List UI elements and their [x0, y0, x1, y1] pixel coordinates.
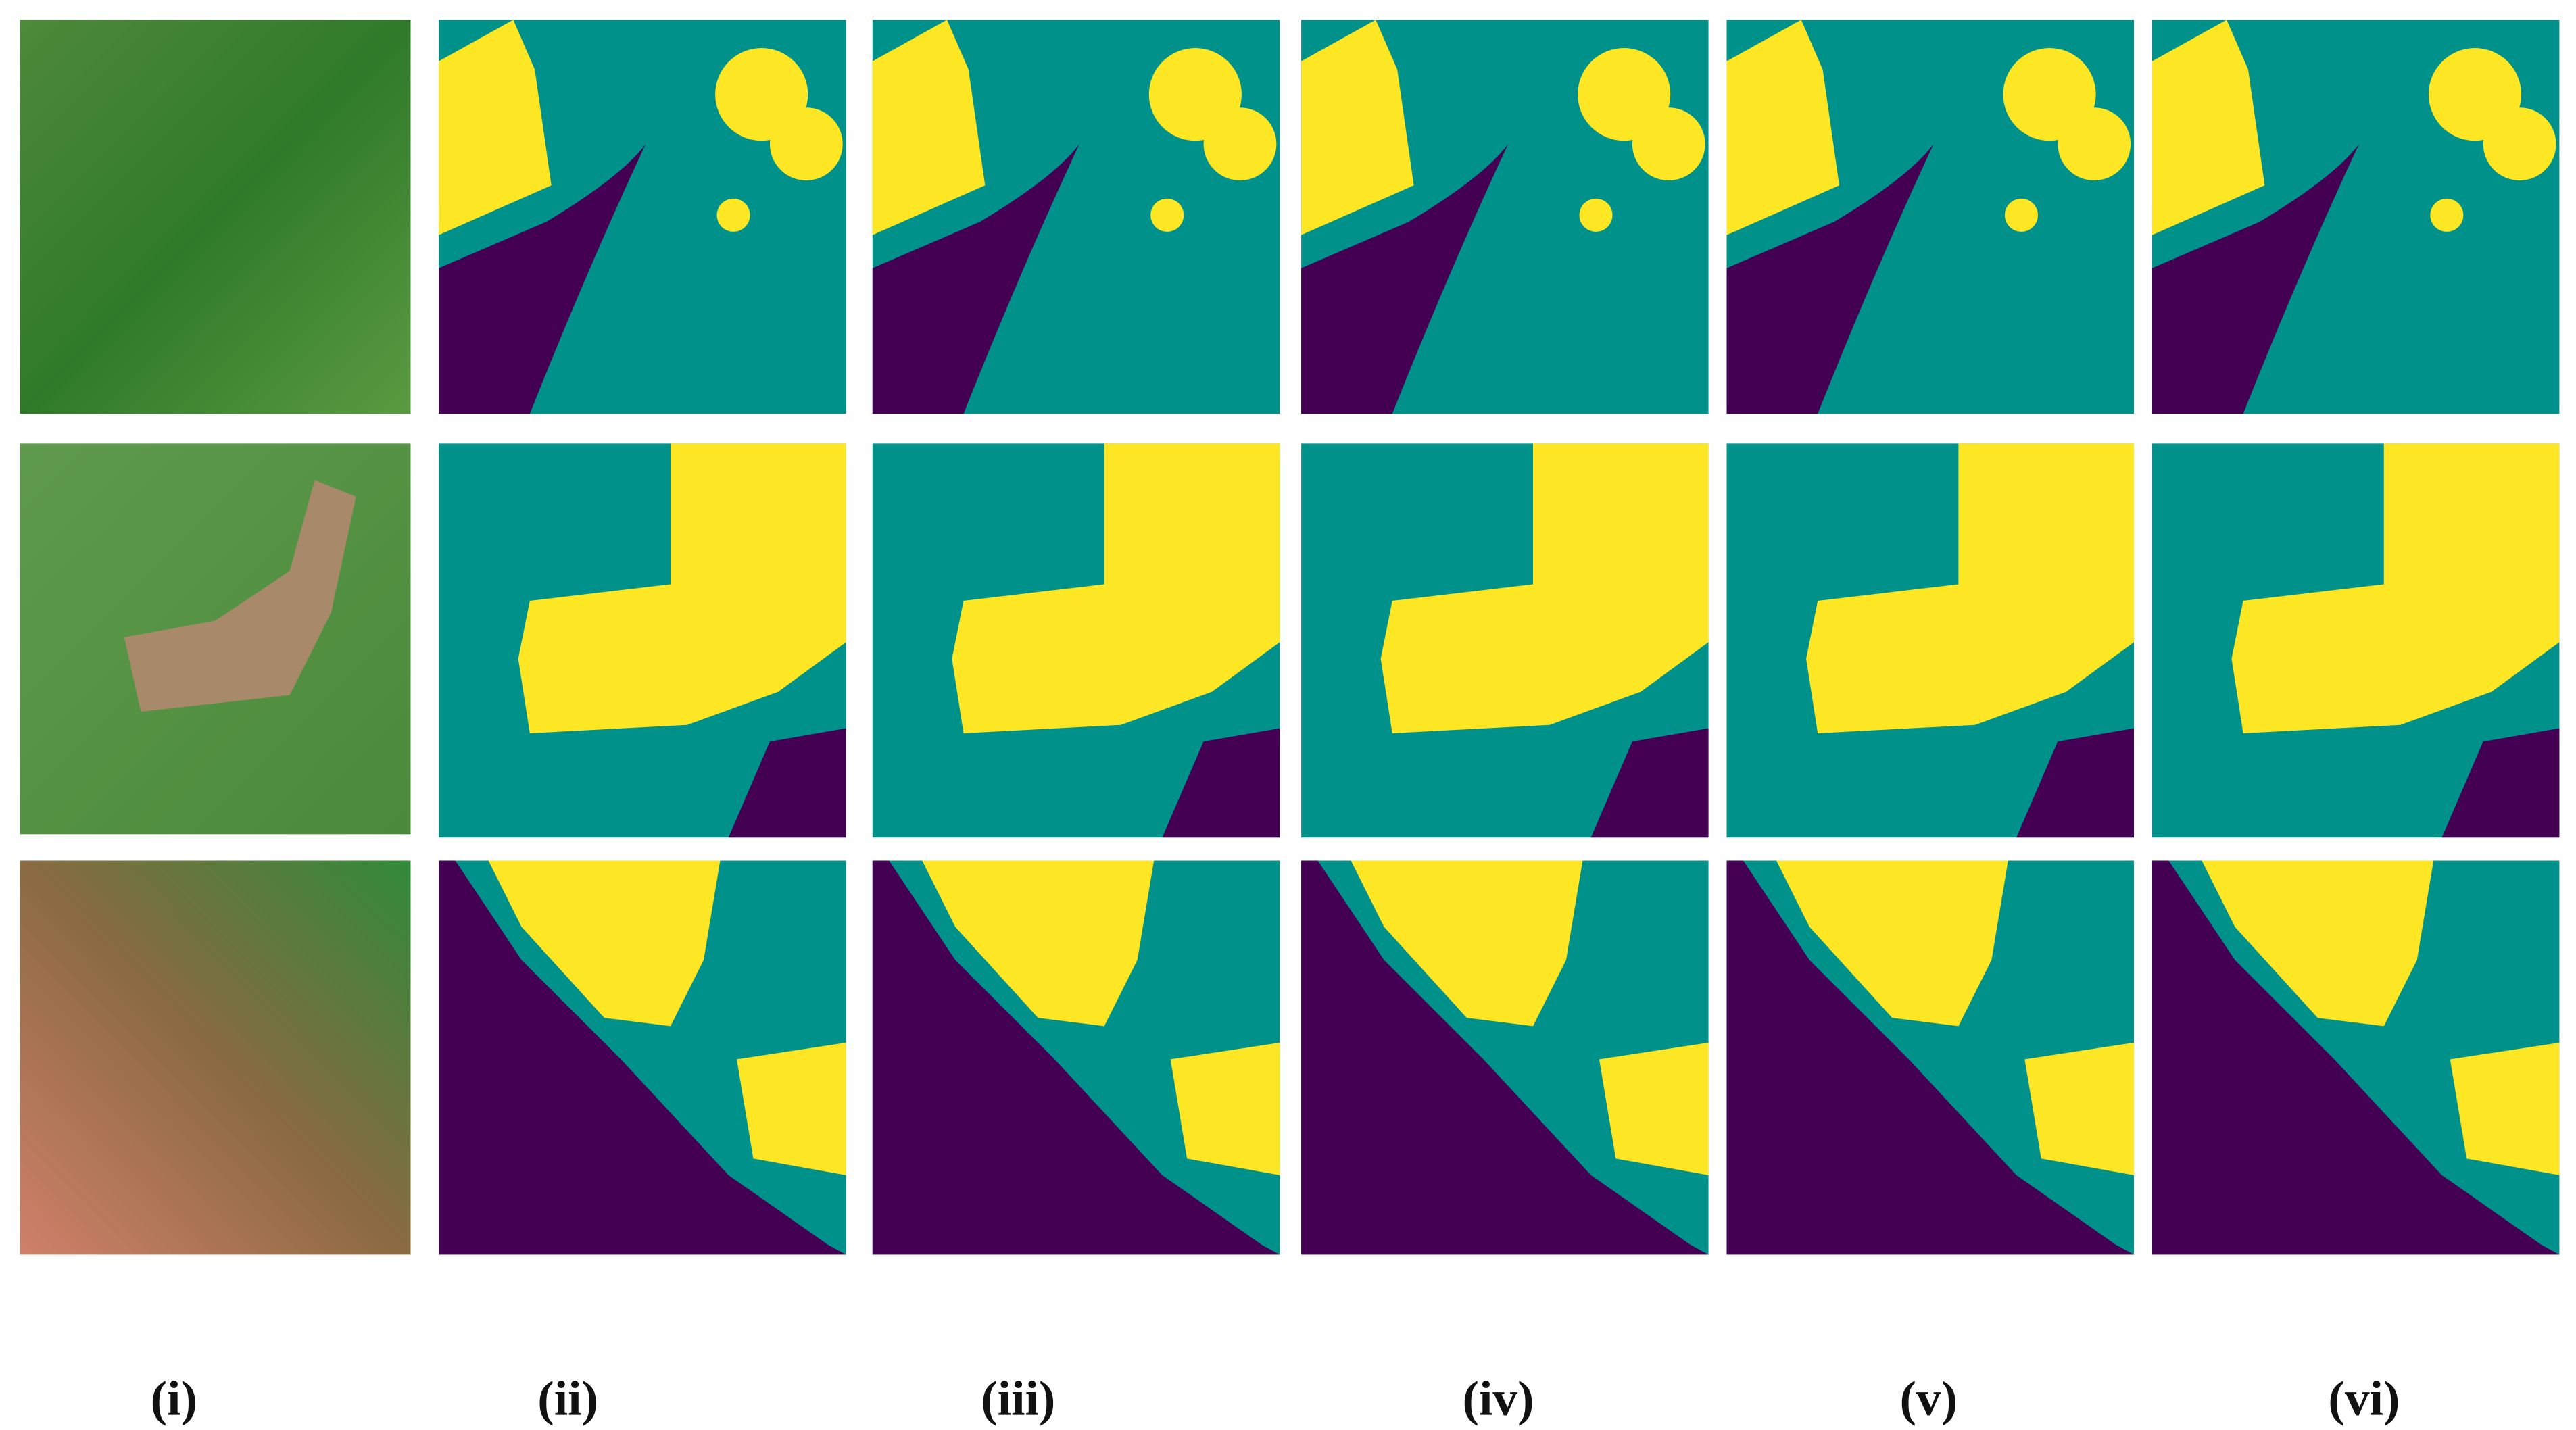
mask — [1726, 20, 2134, 414]
mask — [439, 443, 846, 838]
row-2 — [20, 443, 2560, 838]
column-label: (i) — [151, 1371, 197, 1426]
mask — [872, 860, 1280, 1255]
mask — [2152, 860, 2560, 1255]
column-label: (vi) — [2328, 1371, 2400, 1426]
row-1 — [20, 20, 2560, 414]
mask — [2152, 443, 2560, 838]
mask — [872, 443, 1280, 838]
row-3 — [20, 860, 2560, 1255]
column-label: (ii) — [537, 1371, 598, 1426]
photo — [20, 860, 411, 1255]
mask — [1301, 443, 1709, 838]
mask — [1726, 860, 2134, 1255]
mask — [439, 20, 846, 414]
column-label: (v) — [1899, 1371, 1958, 1426]
mask — [1301, 860, 1709, 1255]
column-label: (iv) — [1462, 1371, 1534, 1426]
mask — [1726, 443, 2134, 838]
photo — [20, 20, 411, 414]
column-label: (iii) — [981, 1371, 1055, 1426]
mask — [1301, 20, 1709, 414]
mask — [872, 20, 1280, 414]
mask — [439, 860, 846, 1255]
lesion — [124, 480, 356, 712]
mask — [2152, 20, 2560, 414]
